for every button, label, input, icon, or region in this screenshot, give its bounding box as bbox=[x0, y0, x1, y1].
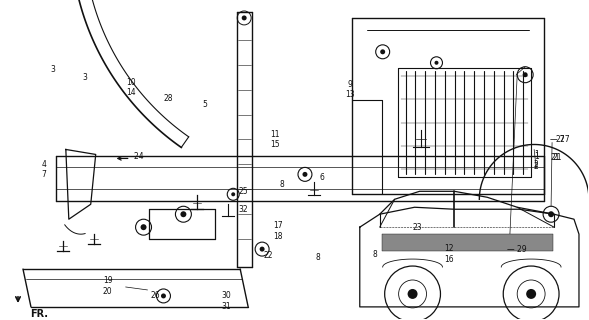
Circle shape bbox=[380, 49, 385, 54]
Text: 8: 8 bbox=[280, 180, 284, 189]
Text: 3: 3 bbox=[51, 65, 55, 74]
Text: 27: 27 bbox=[555, 135, 565, 144]
Text: 12
16: 12 16 bbox=[445, 244, 454, 264]
Text: 1
2: 1 2 bbox=[534, 152, 538, 171]
Text: FR.: FR. bbox=[30, 309, 48, 319]
Text: 22: 22 bbox=[263, 251, 273, 260]
Text: 9
13: 9 13 bbox=[345, 80, 355, 100]
Text: 21: 21 bbox=[550, 153, 560, 162]
Text: 25: 25 bbox=[239, 187, 248, 196]
Text: 10
14: 10 14 bbox=[126, 78, 135, 97]
Circle shape bbox=[161, 293, 166, 299]
Text: 5: 5 bbox=[202, 100, 207, 109]
Text: 19
20: 19 20 bbox=[103, 276, 112, 296]
Text: 28: 28 bbox=[164, 94, 173, 103]
Circle shape bbox=[435, 61, 438, 65]
Circle shape bbox=[522, 72, 528, 77]
Circle shape bbox=[303, 172, 307, 177]
Circle shape bbox=[408, 289, 418, 299]
Text: 11
15: 11 15 bbox=[270, 130, 280, 149]
Text: 30
31: 30 31 bbox=[221, 291, 231, 311]
Circle shape bbox=[231, 192, 235, 196]
Text: — 24: — 24 bbox=[124, 152, 143, 161]
Text: 8: 8 bbox=[372, 250, 377, 259]
Text: 23: 23 bbox=[413, 223, 422, 232]
Text: 6: 6 bbox=[319, 173, 325, 182]
Circle shape bbox=[260, 247, 264, 252]
Text: 26: 26 bbox=[151, 292, 160, 300]
Text: 21: 21 bbox=[552, 153, 562, 162]
Circle shape bbox=[141, 224, 147, 230]
Circle shape bbox=[180, 211, 186, 217]
Polygon shape bbox=[382, 234, 553, 251]
Text: 8: 8 bbox=[316, 252, 320, 261]
Text: 4
7: 4 7 bbox=[41, 160, 47, 179]
Text: — 29: — 29 bbox=[507, 244, 527, 254]
Text: — 27: — 27 bbox=[550, 135, 570, 144]
Circle shape bbox=[548, 211, 554, 217]
Circle shape bbox=[241, 15, 247, 20]
Circle shape bbox=[526, 289, 536, 299]
Text: 17
18: 17 18 bbox=[273, 221, 283, 241]
Text: 3: 3 bbox=[82, 73, 87, 82]
Text: 1
2: 1 2 bbox=[534, 150, 538, 169]
Text: 32: 32 bbox=[239, 205, 248, 214]
